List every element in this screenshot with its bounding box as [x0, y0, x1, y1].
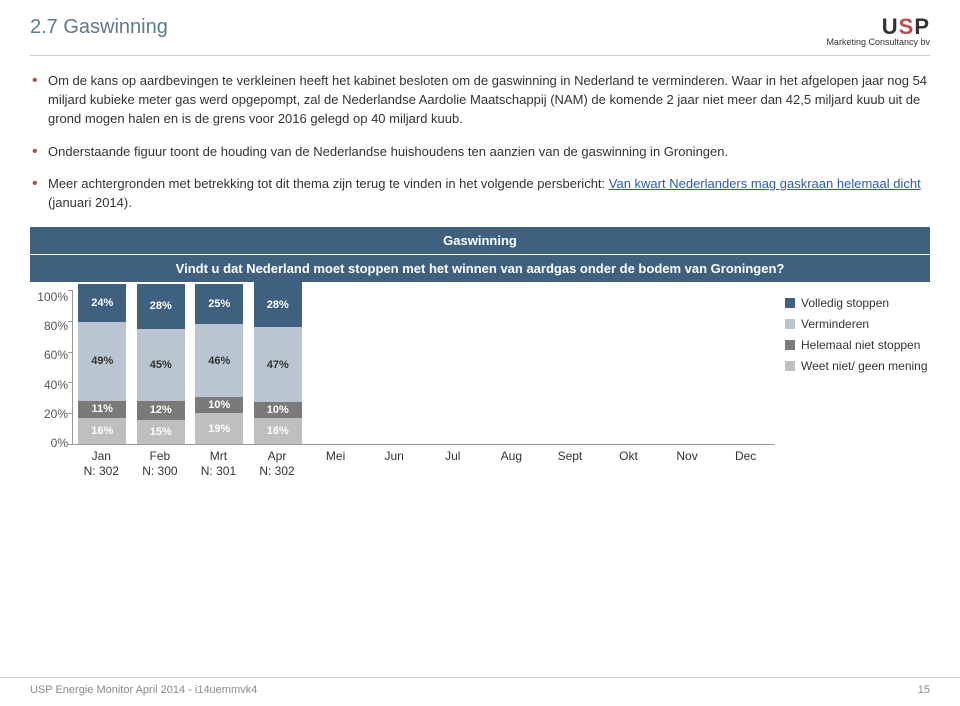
bullet-item: Om de kans op aardbevingen te verkleinen…	[30, 72, 930, 129]
bar-slot	[483, 290, 542, 444]
legend-swatch	[785, 319, 795, 329]
bar-slot: 19%10%46%25%	[190, 290, 249, 444]
bar-segment-niet: 12%	[137, 401, 185, 420]
bar-segment-weetniet: 19%	[195, 413, 243, 443]
bar-segment-verminder: 46%	[195, 324, 243, 398]
y-tick	[68, 321, 73, 322]
legend-swatch	[785, 361, 795, 371]
y-tick-label: 80%	[44, 319, 68, 333]
press-release-link[interactable]: Van kwart Nederlanders mag gaskraan hele…	[609, 176, 921, 191]
bar-segment-verminder: 47%	[254, 327, 302, 402]
bars-container: 16%11%49%24%15%12%45%28%19%10%46%25%16%1…	[73, 290, 775, 444]
x-label: Okt	[599, 445, 658, 480]
x-label: Nov	[658, 445, 717, 480]
bar-slot	[658, 290, 717, 444]
legend-item: Weet niet/ geen mening	[785, 359, 930, 374]
y-tick-label: 100%	[37, 290, 68, 304]
bar-segment-verminder: 49%	[78, 322, 126, 400]
bar-segment-weetniet: 16%	[254, 418, 302, 444]
brand-logo: USP Marketing Consultancy bv	[826, 16, 930, 47]
bar-segment-volledig: 28%	[254, 282, 302, 327]
legend-swatch	[785, 340, 795, 350]
bar-segment-weetniet: 15%	[137, 420, 185, 444]
legend-label: Verminderen	[801, 317, 869, 332]
bar-slot	[424, 290, 483, 444]
bar-segment-volledig: 25%	[195, 284, 243, 324]
bullet-item: Meer achtergronden met betrekking tot di…	[30, 175, 930, 213]
page-number: 15	[918, 684, 930, 696]
logo-mark: USP	[826, 16, 930, 38]
bar-segment-volledig: 28%	[137, 284, 185, 329]
y-tick	[68, 382, 73, 383]
chart-table: Gaswinning Vindt u dat Nederland moet st…	[30, 227, 930, 484]
stacked-bar: 15%12%45%28%	[137, 284, 185, 444]
x-label: Aug	[482, 445, 541, 480]
x-label: MrtN: 301	[189, 445, 248, 480]
bar-slot	[307, 290, 366, 444]
x-label: AprN: 302	[248, 445, 307, 480]
x-label: FebN: 300	[131, 445, 190, 480]
legend-item: Verminderen	[785, 317, 930, 332]
y-tick-label: 20%	[44, 407, 68, 421]
y-tick	[68, 352, 73, 353]
chart-row: 100%80%60%40%20%0% 16%11%49%24%15%12%45%…	[30, 282, 930, 484]
bar-segment-niet: 11%	[78, 401, 126, 419]
page-title: 2.7 Gaswinning	[30, 16, 168, 39]
legend-label: Weet niet/ geen mening	[801, 359, 928, 374]
y-tick-label: 0%	[51, 436, 68, 450]
legend-swatch	[785, 298, 795, 308]
x-label: Jul	[423, 445, 482, 480]
bar-slot: 16%11%49%24%	[73, 290, 132, 444]
bar-segment-volledig: 24%	[78, 284, 126, 322]
table-header-2: Vindt u dat Nederland moet stoppen met h…	[30, 254, 930, 282]
y-tick	[68, 290, 73, 291]
bar-segment-weetniet: 16%	[78, 418, 126, 444]
bullet-item: Onderstaande figuur toont de houding van…	[30, 143, 930, 162]
y-tick-label: 60%	[44, 348, 68, 362]
x-label: Dec	[716, 445, 775, 480]
legend: Volledig stoppen Verminderen Helemaal niet…	[775, 290, 930, 380]
content: Om de kans op aardbevingen te verkleinen…	[0, 72, 960, 484]
bar-slot: 15%12%45%28%	[132, 290, 191, 444]
footer-left: USP Energie Monitor April 2014 - i14uemm…	[30, 684, 257, 696]
legend-item: Helemaal niet stoppen	[785, 338, 930, 353]
x-label: JanN: 302	[72, 445, 131, 480]
header: 2.7 Gaswinning USP Marketing Consultancy…	[0, 0, 960, 51]
y-tick	[68, 444, 73, 445]
y-tick-label: 40%	[44, 378, 68, 392]
stacked-bar: 16%11%49%24%	[78, 284, 126, 444]
bar-slot	[366, 290, 425, 444]
y-axis: 100% 80% 60% 40% 20% 0%	[30, 290, 72, 450]
y-tick	[68, 413, 73, 414]
legend-label: Helemaal niet stoppen	[801, 338, 920, 353]
x-label: Sept	[541, 445, 600, 480]
bar-slot	[717, 290, 776, 444]
stacked-bar: 19%10%46%25%	[195, 284, 243, 444]
legend-item: Volledig stoppen	[785, 296, 930, 311]
bar-segment-verminder: 45%	[137, 329, 185, 401]
footer: USP Energie Monitor April 2014 - i14uemm…	[0, 677, 960, 696]
plot-area: 16%11%49%24%15%12%45%28%19%10%46%25%16%1…	[72, 290, 775, 445]
bar-segment-niet: 10%	[195, 397, 243, 413]
bar-slot	[600, 290, 659, 444]
x-label: Mei	[306, 445, 365, 480]
bar-chart: 100% 80% 60% 40% 20% 0% 16%11%49%24%15%12%45%…	[30, 290, 775, 480]
legend-label: Volledig stoppen	[801, 296, 889, 311]
table-header-1: Gaswinning	[30, 227, 930, 254]
stacked-bar: 16%10%47%28%	[254, 282, 302, 444]
bar-slot	[541, 290, 600, 444]
bar-slot: 16%10%47%28%	[249, 290, 308, 444]
bar-segment-niet: 10%	[254, 402, 302, 418]
x-label: Jun	[365, 445, 424, 480]
x-axis-labels: JanN: 302FebN: 300MrtN: 301AprN: 302MeiJ…	[72, 445, 775, 480]
logo-subtitle: Marketing Consultancy bv	[826, 38, 930, 47]
header-divider	[30, 55, 930, 56]
bullet-list: Om de kans op aardbevingen te verkleinen…	[30, 72, 930, 213]
